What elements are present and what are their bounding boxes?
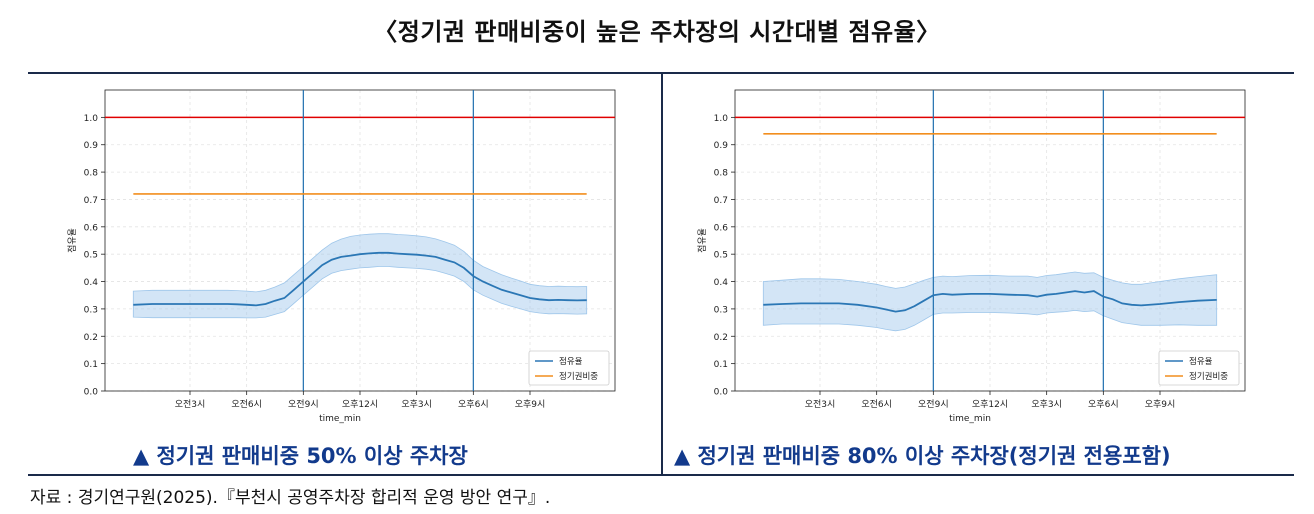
occupancy-band <box>762 271 1218 332</box>
x-tick-label: 오전9시 <box>288 399 319 410</box>
x-tick-label: 오후12시 <box>972 399 1008 410</box>
legend-label-ticket-share: 정기권비중 <box>559 371 598 382</box>
x-tick-label: 오후9시 <box>1145 399 1176 410</box>
y-tick-label: 0.6 <box>84 223 99 233</box>
y-tick-label: 1.0 <box>84 114 99 124</box>
y-tick-label: 1.0 <box>714 114 729 124</box>
x-tick-label: 오전6시 <box>861 399 892 410</box>
chart-panel-left: 0.0 0.1 0.2 0.3 0.4 0.5 0.6 0.7 0.8 0.9 1.0 오전3시 오전6… <box>60 82 640 427</box>
caption-left: ▲ 정기권 판매비중 50% 이상 주차장 <box>133 444 468 468</box>
y-tick-label: 0.9 <box>84 141 99 151</box>
x-tick-label: 오후12시 <box>342 399 378 410</box>
y-tick-label: 0.3 <box>84 305 98 315</box>
y-tick-label: 0.2 <box>84 333 98 343</box>
y-tick-label: 0.1 <box>84 360 98 370</box>
bottom-divider <box>28 474 1294 476</box>
series-line-occupancy <box>763 290 1217 313</box>
x-tick-label: 오후6시 <box>1088 399 1119 410</box>
y-tick-label: 0.5 <box>714 251 728 261</box>
chart-panel-right: 0.0 0.1 0.2 0.3 0.4 0.5 0.6 0.7 0.8 0.9 1.0 오전3시 오전6… <box>690 82 1270 427</box>
x-tick-label: 오후6시 <box>458 399 489 410</box>
x-tick-label: 오전3시 <box>175 399 206 410</box>
occupancy-band <box>132 233 588 319</box>
caption-right: ▲ 정기권 판매비중 80% 이상 주차장(정기권 전용포함) <box>674 444 1171 468</box>
y-tick-label: 0.8 <box>714 169 729 179</box>
y-tick-label: 0.3 <box>714 305 728 315</box>
y-tick-label: 0.2 <box>714 333 728 343</box>
x-axis-label: time_min <box>949 414 991 424</box>
y-tick-label: 0.1 <box>714 360 728 370</box>
source-note: 자료 : 경기연구원(2025).『부천시 공영주차장 합리적 운영 방안 연구… <box>30 488 551 508</box>
x-tick-label: 오후9시 <box>515 399 546 410</box>
y-tick-label: 0.5 <box>84 251 98 261</box>
y-tick-label: 0.6 <box>714 223 729 233</box>
y-tick-label: 0.4 <box>714 278 729 288</box>
x-tick-label: 오전9시 <box>918 399 949 410</box>
y-tick-label: 0.0 <box>84 388 99 398</box>
legend-label-occupancy: 점유율 <box>1189 356 1213 367</box>
legend-label-occupancy: 점유율 <box>559 356 583 367</box>
y-tick-label: 0.7 <box>84 196 98 206</box>
y-tick-label: 0.4 <box>84 278 99 288</box>
chart-left: 0.0 0.1 0.2 0.3 0.4 0.5 0.6 0.7 0.8 0.9 1.0 오전3시 오전6… <box>66 89 616 424</box>
x-tick-label: 오후3시 <box>1031 399 1062 410</box>
legend-label-ticket-share: 정기권비중 <box>1189 371 1228 382</box>
series-line-occupancy <box>133 251 587 307</box>
x-tick-label: 오전3시 <box>805 399 836 410</box>
y-tick-label: 0.9 <box>714 141 729 151</box>
x-tick-label: 오전6시 <box>231 399 262 410</box>
x-tick-label: 오후3시 <box>401 399 432 410</box>
center-divider <box>661 73 663 475</box>
y-tick-label: 0.0 <box>714 388 729 398</box>
y-axis-label: 점유율 <box>696 228 708 253</box>
chart-right: 0.0 0.1 0.2 0.3 0.4 0.5 0.6 0.7 0.8 0.9 1.0 오전3시 오전6… <box>696 89 1246 424</box>
y-tick-label: 0.8 <box>84 169 99 179</box>
y-axis-label: 점유율 <box>66 228 78 253</box>
x-axis-label: time_min <box>319 414 361 424</box>
page-title: 〈정기권 판매비중이 높은 주차장의 시간대별 점유율〉 <box>373 18 941 46</box>
y-tick-label: 0.7 <box>714 196 728 206</box>
